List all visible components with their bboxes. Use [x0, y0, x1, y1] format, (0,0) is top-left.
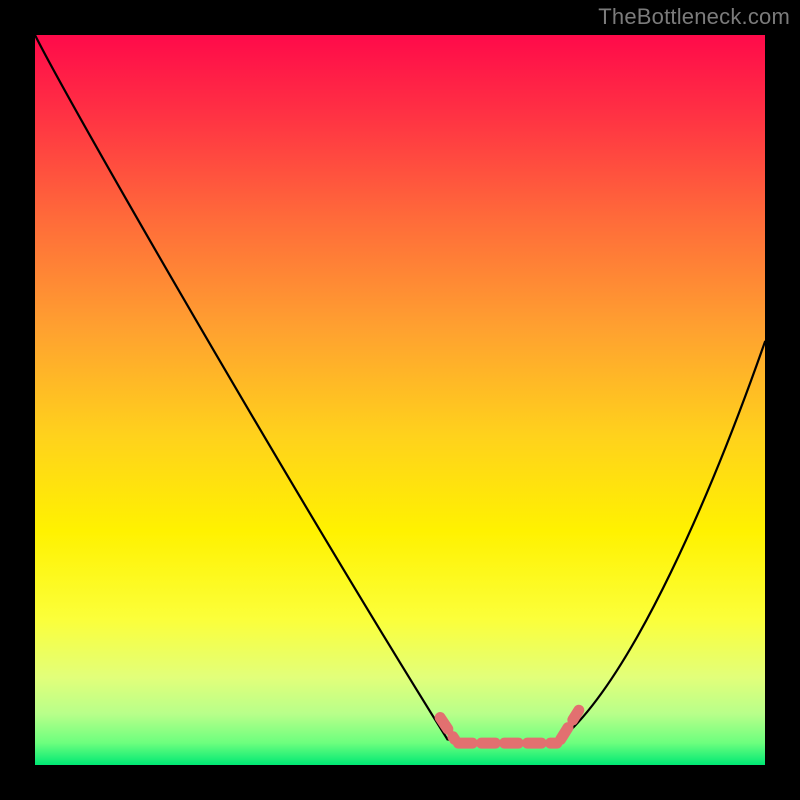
plot-background: [35, 35, 765, 765]
bottleneck-chart: [0, 0, 800, 800]
chart-stage: TheBottleneck.com: [0, 0, 800, 800]
